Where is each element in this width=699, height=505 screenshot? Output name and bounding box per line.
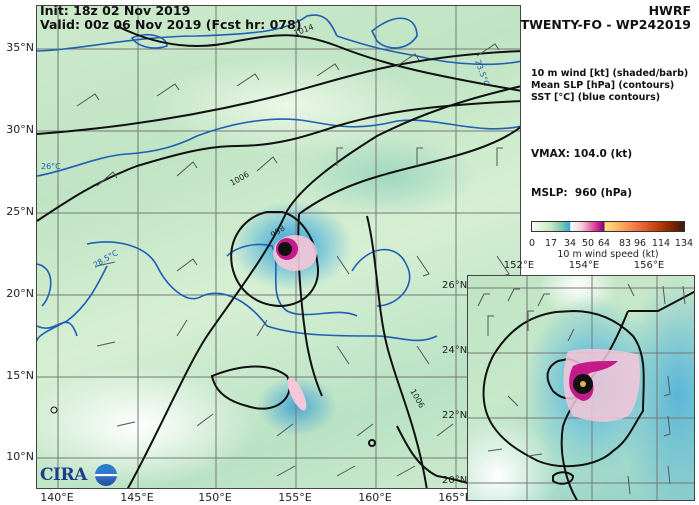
inset-lon-152e: 152°E <box>503 260 535 271</box>
mslp-value: MSLP: 960 (hPa) <box>531 187 633 199</box>
lon-label-160e: 160°E <box>358 491 392 504</box>
inset-storm-core <box>563 348 640 422</box>
lat-label-35n: 35°N <box>6 41 34 54</box>
vmax-value: VMAX: 104.0 (kt) <box>531 148 633 160</box>
contour-labels: 1014 1006 998 1006 26°C 28.5°C 23.5°C <box>41 22 491 409</box>
colorbar-tick: 34 <box>563 238 577 249</box>
lat-label-10n: 10°N <box>6 450 34 463</box>
lat-label-30n: 30°N <box>6 123 34 136</box>
lon-label-165e: 165°E <box>438 491 472 504</box>
inset-lon-154e: 154°E <box>568 260 600 271</box>
legend-wind: 10 m wind [kt] (shaded/barb) <box>531 68 689 79</box>
title-block: HWRF TWENTY-FO - WP242019 <box>521 4 691 32</box>
inset-map <box>467 275 695 501</box>
cira-logo: CIRA <box>40 465 87 485</box>
lat-label-15n: 15°N <box>6 369 34 382</box>
run-info: Init: 18z 02 Nov 2019 Valid: 00z 06 Nov … <box>40 4 301 32</box>
lon-label-140e: 140°E <box>40 491 74 504</box>
legend-sst: SST [°C] (blue contours) <box>531 92 661 103</box>
inset-wind-barbs <box>477 283 686 495</box>
noaa-globe-icon <box>95 464 117 486</box>
init-time: Init: 18z 02 Nov 2019 <box>40 3 191 18</box>
inset-lon-156e: 156°E <box>633 260 665 271</box>
valid-time: Valid: 00z 06 Nov 2019 (Fcst hr: 078) <box>40 17 302 32</box>
lon-label-150e: 150°E <box>198 491 232 504</box>
svg-text:998: 998 <box>269 224 287 240</box>
main-map: 1014 1006 998 1006 26°C 28.5°C 23.5°C <box>36 5 521 489</box>
model-name: HWRF <box>648 3 691 18</box>
inset-lat-20n: 20°N <box>442 475 468 486</box>
colorbar-tick: 96 <box>633 238 647 249</box>
legend-slp: Mean SLP [hPa] (contours) <box>531 80 675 91</box>
svg-text:1006: 1006 <box>408 388 426 410</box>
lat-label-20n: 20°N <box>6 287 34 300</box>
colorbar-tick: 64 <box>597 238 611 249</box>
field-legend: 10 m wind [kt] (shaded/barb) Mean SLP [h… <box>531 68 688 104</box>
colorbar-tick: 83 <box>618 238 632 249</box>
main-map-overlay: 1014 1006 998 1006 26°C 28.5°C 23.5°C <box>37 6 520 488</box>
storm-name: TWENTY-FO - WP242019 <box>520 17 691 32</box>
inset-map-overlay <box>468 276 694 500</box>
inset-lat-22n: 22°N <box>442 410 468 421</box>
storm-stats: VMAX: 104.0 (kt) MSLP: 960 (hPa) <box>531 122 632 213</box>
lon-label-145e: 145°E <box>120 491 154 504</box>
colorbar-tick: 114 <box>651 238 671 249</box>
colorbar-tick: 50 <box>581 238 595 249</box>
wind-colorbar <box>531 221 685 232</box>
colorbar-tick: 134 <box>674 238 694 249</box>
inset-lat-26n: 26°N <box>442 280 468 291</box>
sst-contours <box>37 14 520 342</box>
svg-text:1006: 1006 <box>229 170 251 188</box>
svg-text:28.5°C: 28.5°C <box>92 248 121 270</box>
lon-label-155e: 155°E <box>278 491 312 504</box>
svg-text:26°C: 26°C <box>41 162 61 171</box>
colorbar-tick: 0 <box>528 238 536 249</box>
colorbar-label: 10 m wind speed (kt) <box>557 249 659 260</box>
colorbar-tick: 17 <box>544 238 558 249</box>
inset-lat-24n: 24°N <box>442 345 468 356</box>
storm-core <box>273 235 317 411</box>
lat-label-25n: 25°N <box>6 205 34 218</box>
